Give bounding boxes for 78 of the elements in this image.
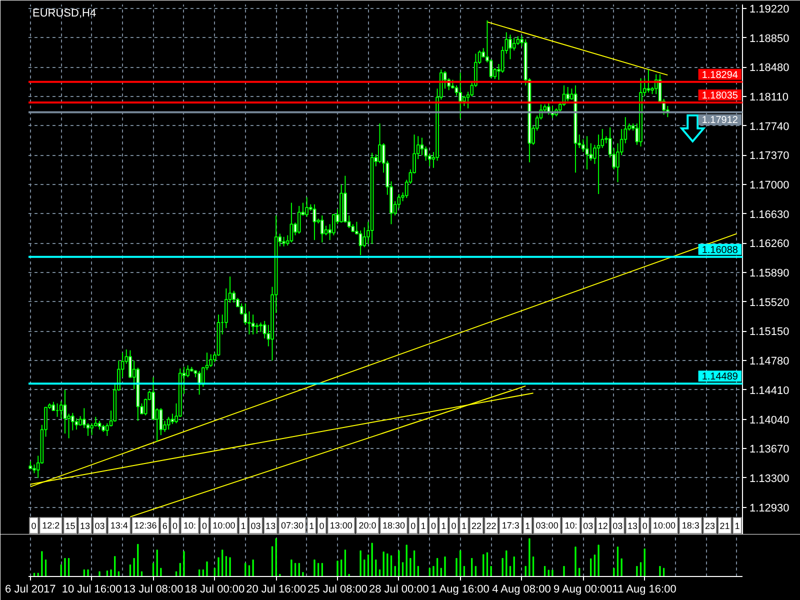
y-tick-label: 1.13300	[750, 472, 790, 485]
x-tick-label: 25 Jul 08:00	[308, 584, 368, 596]
x-tick-label: 6 Jul 2017	[5, 584, 56, 596]
annotation: 12	[598, 521, 608, 531]
x-tick-label: 9 Aug 00:00	[554, 584, 612, 596]
chart-title: EURUSD,H4	[32, 8, 96, 20]
y-tick-label: 1.18850	[750, 32, 790, 45]
y-tick-label: 1.14410	[750, 384, 790, 397]
annotation: 03	[250, 521, 261, 531]
annotation: 0	[202, 521, 208, 531]
annotation: 0	[31, 521, 36, 531]
annotation: 0	[172, 521, 178, 531]
annotation: 03	[583, 521, 594, 531]
annotation: 12:36	[134, 520, 157, 530]
annotation: 0	[451, 521, 456, 531]
y-tick-label: 1.14780	[750, 356, 790, 368]
y-tick-label: 1.18480	[750, 62, 790, 74]
ref-line-label: 1.14489	[702, 372, 738, 383]
annotation: 13	[266, 521, 276, 531]
annotation: 12:2	[42, 520, 60, 530]
annotation: 1	[461, 521, 466, 531]
annotation: 20:0	[358, 520, 376, 530]
annotation: 15	[65, 521, 76, 531]
x-tick-label: 18 Jul 00:00	[184, 584, 245, 596]
annotation: 6	[162, 521, 168, 531]
annotation: 13	[627, 521, 638, 531]
x-tick-label: 11 Aug 16:00	[612, 584, 676, 596]
annotation: 1	[525, 521, 530, 531]
y-tick-label: 1.12930	[750, 502, 790, 514]
y-tick-label: 1.19220	[750, 3, 790, 16]
ref-line-label: 1.16088	[702, 244, 738, 256]
x-tick-label: 10 Jul 16:00	[62, 584, 122, 596]
annotation: 03	[612, 521, 623, 531]
annotation: 18:3	[682, 520, 700, 530]
y-tick-label: 1.15150	[750, 326, 790, 338]
annotation: 10:	[184, 520, 196, 530]
ref-line-label: 1.17912	[702, 115, 738, 126]
annotation: 13:4	[110, 520, 128, 530]
annotation: 03:00	[536, 520, 558, 530]
x-tick-label: 4 Aug 08:00	[492, 584, 551, 596]
annotation: 22	[471, 521, 482, 531]
annotation: 03	[94, 521, 105, 531]
x-tick-label: 20 Jul 16:00	[246, 584, 306, 596]
y-tick-label: 1.14040	[750, 414, 790, 426]
annotation: 13	[80, 521, 90, 531]
annotation: 22	[486, 521, 496, 531]
y-tick-label: 1.16630	[750, 208, 790, 221]
y-tick-label: 1.15520	[750, 296, 790, 309]
y-tick-label: 1.13670	[750, 444, 790, 456]
annotation: 1	[240, 521, 246, 531]
annotation: 07:30	[280, 520, 304, 530]
annotation: 23	[704, 521, 715, 531]
annotation: 0	[430, 521, 436, 531]
annotation: 10:00	[212, 520, 236, 530]
annotation: 10:00	[653, 520, 676, 530]
y-tick-label: 1.17000	[750, 180, 790, 192]
annotation: 1	[309, 521, 314, 531]
x-tick-label: 13 Jul 08:00	[123, 584, 184, 596]
ref-line-label: 1.18294	[702, 70, 738, 81]
x-tick-label: 28 Jul 00:00	[368, 584, 429, 596]
annotation: 0	[410, 521, 416, 531]
y-tick-label: 1.17370	[750, 150, 790, 162]
y-tick-label: 1.16260	[750, 238, 790, 250]
x-tick-label: 1 Aug 16:00	[430, 584, 490, 596]
y-tick-label: 1.15890	[750, 268, 790, 280]
annotation: 13:00	[330, 520, 352, 530]
annotation: 10:	[564, 520, 578, 530]
y-tick-label: 1.17740	[750, 120, 790, 133]
annotation: 21	[720, 521, 730, 531]
annotation: 1	[420, 521, 426, 531]
ref-line-label: 1.18035	[702, 90, 738, 102]
annotation: 0	[319, 521, 324, 531]
annotation: 1	[441, 521, 446, 531]
annotation: 0	[642, 521, 648, 531]
y-tick-label: 1.18110	[750, 91, 788, 104]
annotation: 17:3	[502, 520, 520, 530]
annotation: 1	[734, 521, 740, 531]
annotation: 18:30	[382, 520, 405, 530]
